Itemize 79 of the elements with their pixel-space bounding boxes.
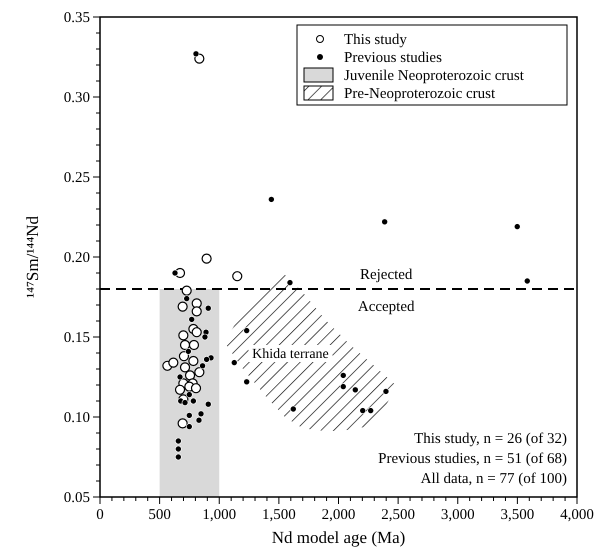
point [190, 398, 197, 404]
point [514, 223, 521, 230]
point [180, 362, 190, 372]
point [188, 316, 196, 323]
point [186, 412, 193, 419]
x-tick-label: 4,000 [560, 507, 594, 523]
point [192, 50, 200, 58]
point [186, 391, 193, 398]
point [367, 407, 374, 414]
point [175, 446, 182, 452]
point [286, 279, 294, 286]
point [190, 383, 202, 394]
point [185, 348, 192, 355]
point [340, 372, 347, 379]
point [178, 418, 188, 428]
point [175, 454, 182, 460]
point [198, 410, 204, 418]
y-tick-label: 0.05 [64, 490, 90, 506]
point [192, 306, 202, 316]
point [188, 356, 198, 366]
point [203, 356, 210, 363]
point [178, 302, 188, 312]
point [192, 327, 202, 338]
x-tick-label: 1,000 [202, 507, 236, 523]
annotation: All data, n = 77 (of 100) [420, 471, 567, 487]
point [175, 438, 182, 444]
point [183, 295, 190, 302]
annotation: Khida terrane [252, 347, 329, 362]
y-axis-title: ¹⁴⁷Sm/¹⁴⁴Nd [23, 215, 42, 298]
point [382, 388, 390, 395]
point [178, 330, 188, 340]
point [174, 384, 186, 395]
point [204, 304, 212, 312]
point [359, 407, 366, 414]
point [381, 218, 388, 226]
y-tick-label: 0.20 [64, 250, 90, 266]
point [243, 327, 250, 334]
y-tick-label: 0.25 [64, 170, 90, 186]
x-tick-label: 0 [96, 507, 104, 523]
x-tick-label: 1,500 [262, 507, 296, 523]
point [204, 400, 212, 408]
x-tick-label: 3,500 [500, 507, 534, 523]
point [230, 359, 238, 366]
annotation: Accepted [358, 299, 416, 315]
annotation: This study, n = 26 (of 32) [414, 431, 567, 447]
x-tick-label: 2,000 [322, 507, 356, 523]
point [243, 378, 250, 386]
point [172, 270, 178, 276]
x-axis-title: Nd model age (Ma) [272, 528, 406, 547]
y-tick-label: 0.15 [64, 330, 90, 346]
legend-label: Previous studies [344, 50, 442, 66]
point [340, 383, 347, 390]
point [184, 370, 196, 380]
annotation: Rejected [360, 267, 413, 283]
point [176, 374, 184, 380]
point [268, 196, 275, 203]
point [178, 351, 190, 362]
legend-label: This study [344, 32, 408, 48]
y-tick-label: 0.10 [64, 410, 90, 426]
point [290, 406, 297, 412]
point [168, 358, 178, 368]
point [202, 334, 208, 340]
x-tick-label: 500 [148, 507, 171, 523]
y-tick-label: 0.35 [64, 10, 90, 26]
point [182, 286, 192, 296]
point [199, 362, 206, 370]
x-tick-label: 2,500 [381, 507, 415, 523]
point [180, 340, 190, 350]
legend-label: Pre-Neoproterozoic crust [344, 86, 496, 102]
point [524, 278, 531, 284]
point [186, 423, 193, 430]
annotation: Previous studies, n = 51 (of 68) [378, 451, 567, 467]
point [196, 416, 202, 424]
point [352, 386, 359, 394]
point [188, 340, 200, 350]
x-tick-label: 3,000 [440, 507, 475, 523]
legend-label: Juvenile Neoproterozoic crust [344, 68, 525, 84]
y-tick-label: 0.30 [64, 90, 90, 106]
point [194, 367, 204, 378]
